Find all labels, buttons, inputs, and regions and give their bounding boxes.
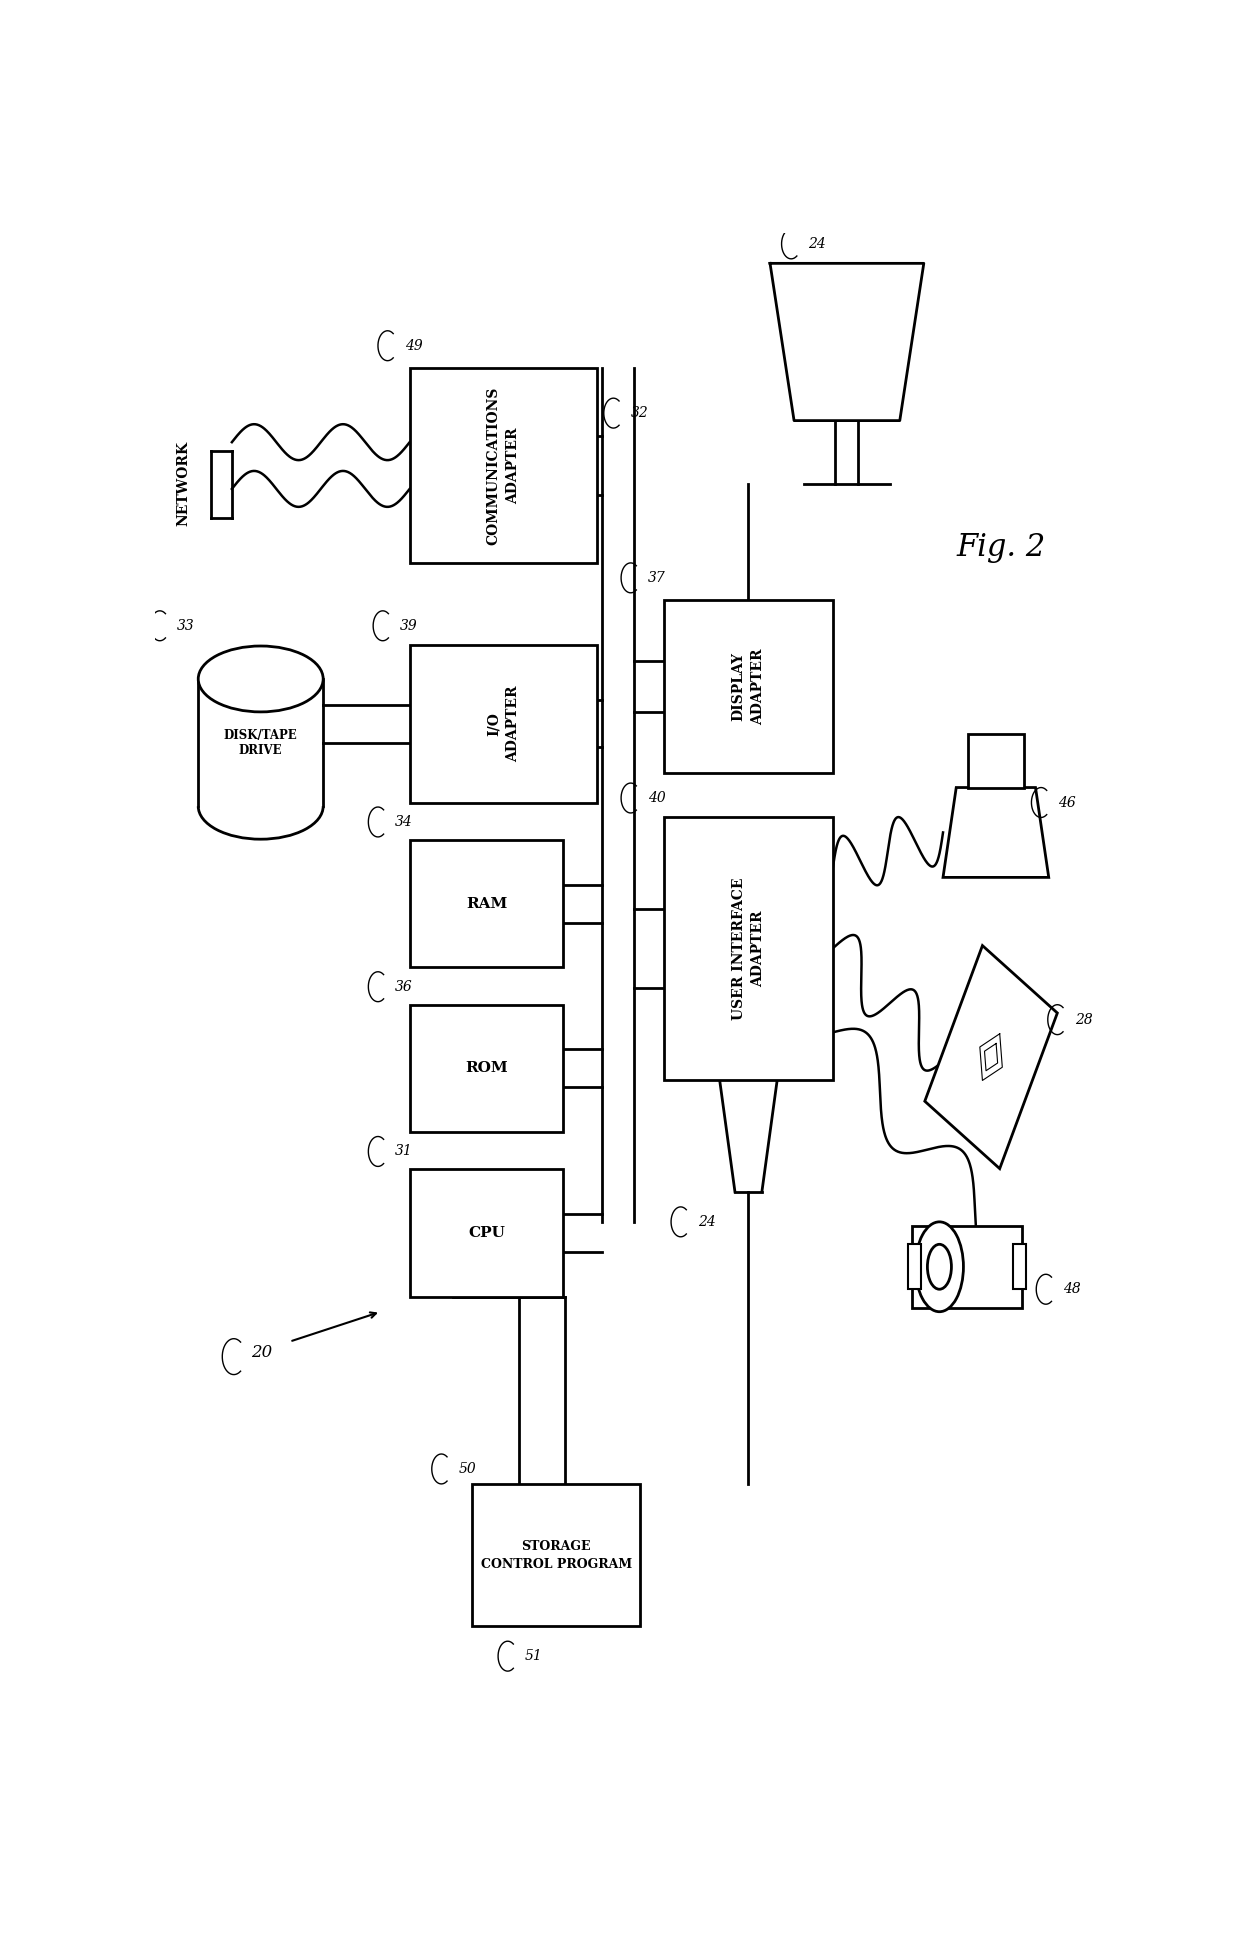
Polygon shape: [925, 945, 1058, 1169]
Text: 31: 31: [396, 1144, 413, 1159]
Text: 48: 48: [1063, 1282, 1081, 1295]
Bar: [409, 646, 598, 803]
Text: 20: 20: [250, 1344, 273, 1362]
Text: 32: 32: [631, 407, 649, 420]
Text: ROM: ROM: [465, 1062, 508, 1076]
Ellipse shape: [198, 646, 324, 712]
Text: 28: 28: [1075, 1013, 1092, 1027]
Text: COMMUNICATIONS
ADAPTER: COMMUNICATIONS ADAPTER: [486, 387, 520, 545]
Bar: [968, 733, 1024, 788]
Text: 24: 24: [698, 1216, 715, 1229]
Text: 34: 34: [396, 815, 413, 829]
Text: 51: 51: [525, 1649, 543, 1663]
Text: DISK/TAPE
DRIVE: DISK/TAPE DRIVE: [224, 729, 298, 757]
Text: 24: 24: [808, 237, 826, 251]
Text: NETWORK: NETWORK: [177, 442, 191, 525]
Text: CPU: CPU: [469, 1225, 505, 1241]
Ellipse shape: [915, 1221, 963, 1311]
Text: 49: 49: [404, 338, 423, 352]
Text: 36: 36: [396, 980, 413, 994]
Text: Fig. 2: Fig. 2: [956, 533, 1045, 564]
Text: 39: 39: [401, 619, 418, 632]
Text: 37: 37: [649, 572, 666, 585]
Bar: [409, 840, 563, 967]
Bar: [911, 1225, 1022, 1307]
Text: I/O
ADAPTER: I/O ADAPTER: [486, 687, 520, 762]
Text: 33: 33: [177, 619, 195, 632]
Bar: [472, 1484, 640, 1626]
Text: USER INTERFACE
ADAPTER: USER INTERFACE ADAPTER: [732, 877, 765, 1019]
Bar: [665, 601, 832, 772]
Text: DISPLAY
ADAPTER: DISPLAY ADAPTER: [732, 648, 765, 725]
Text: 46: 46: [1058, 796, 1076, 809]
Ellipse shape: [928, 1245, 951, 1290]
Bar: [1013, 1245, 1027, 1290]
Text: 40: 40: [649, 792, 666, 805]
Bar: [409, 1006, 563, 1132]
Bar: [409, 1169, 563, 1297]
Bar: [665, 817, 832, 1079]
Bar: [409, 368, 598, 562]
Polygon shape: [942, 788, 1049, 877]
Text: STORAGE
CONTROL PROGRAM: STORAGE CONTROL PROGRAM: [481, 1540, 631, 1570]
Text: 50: 50: [459, 1463, 476, 1476]
Text: RAM: RAM: [466, 897, 507, 910]
Bar: [908, 1245, 921, 1290]
